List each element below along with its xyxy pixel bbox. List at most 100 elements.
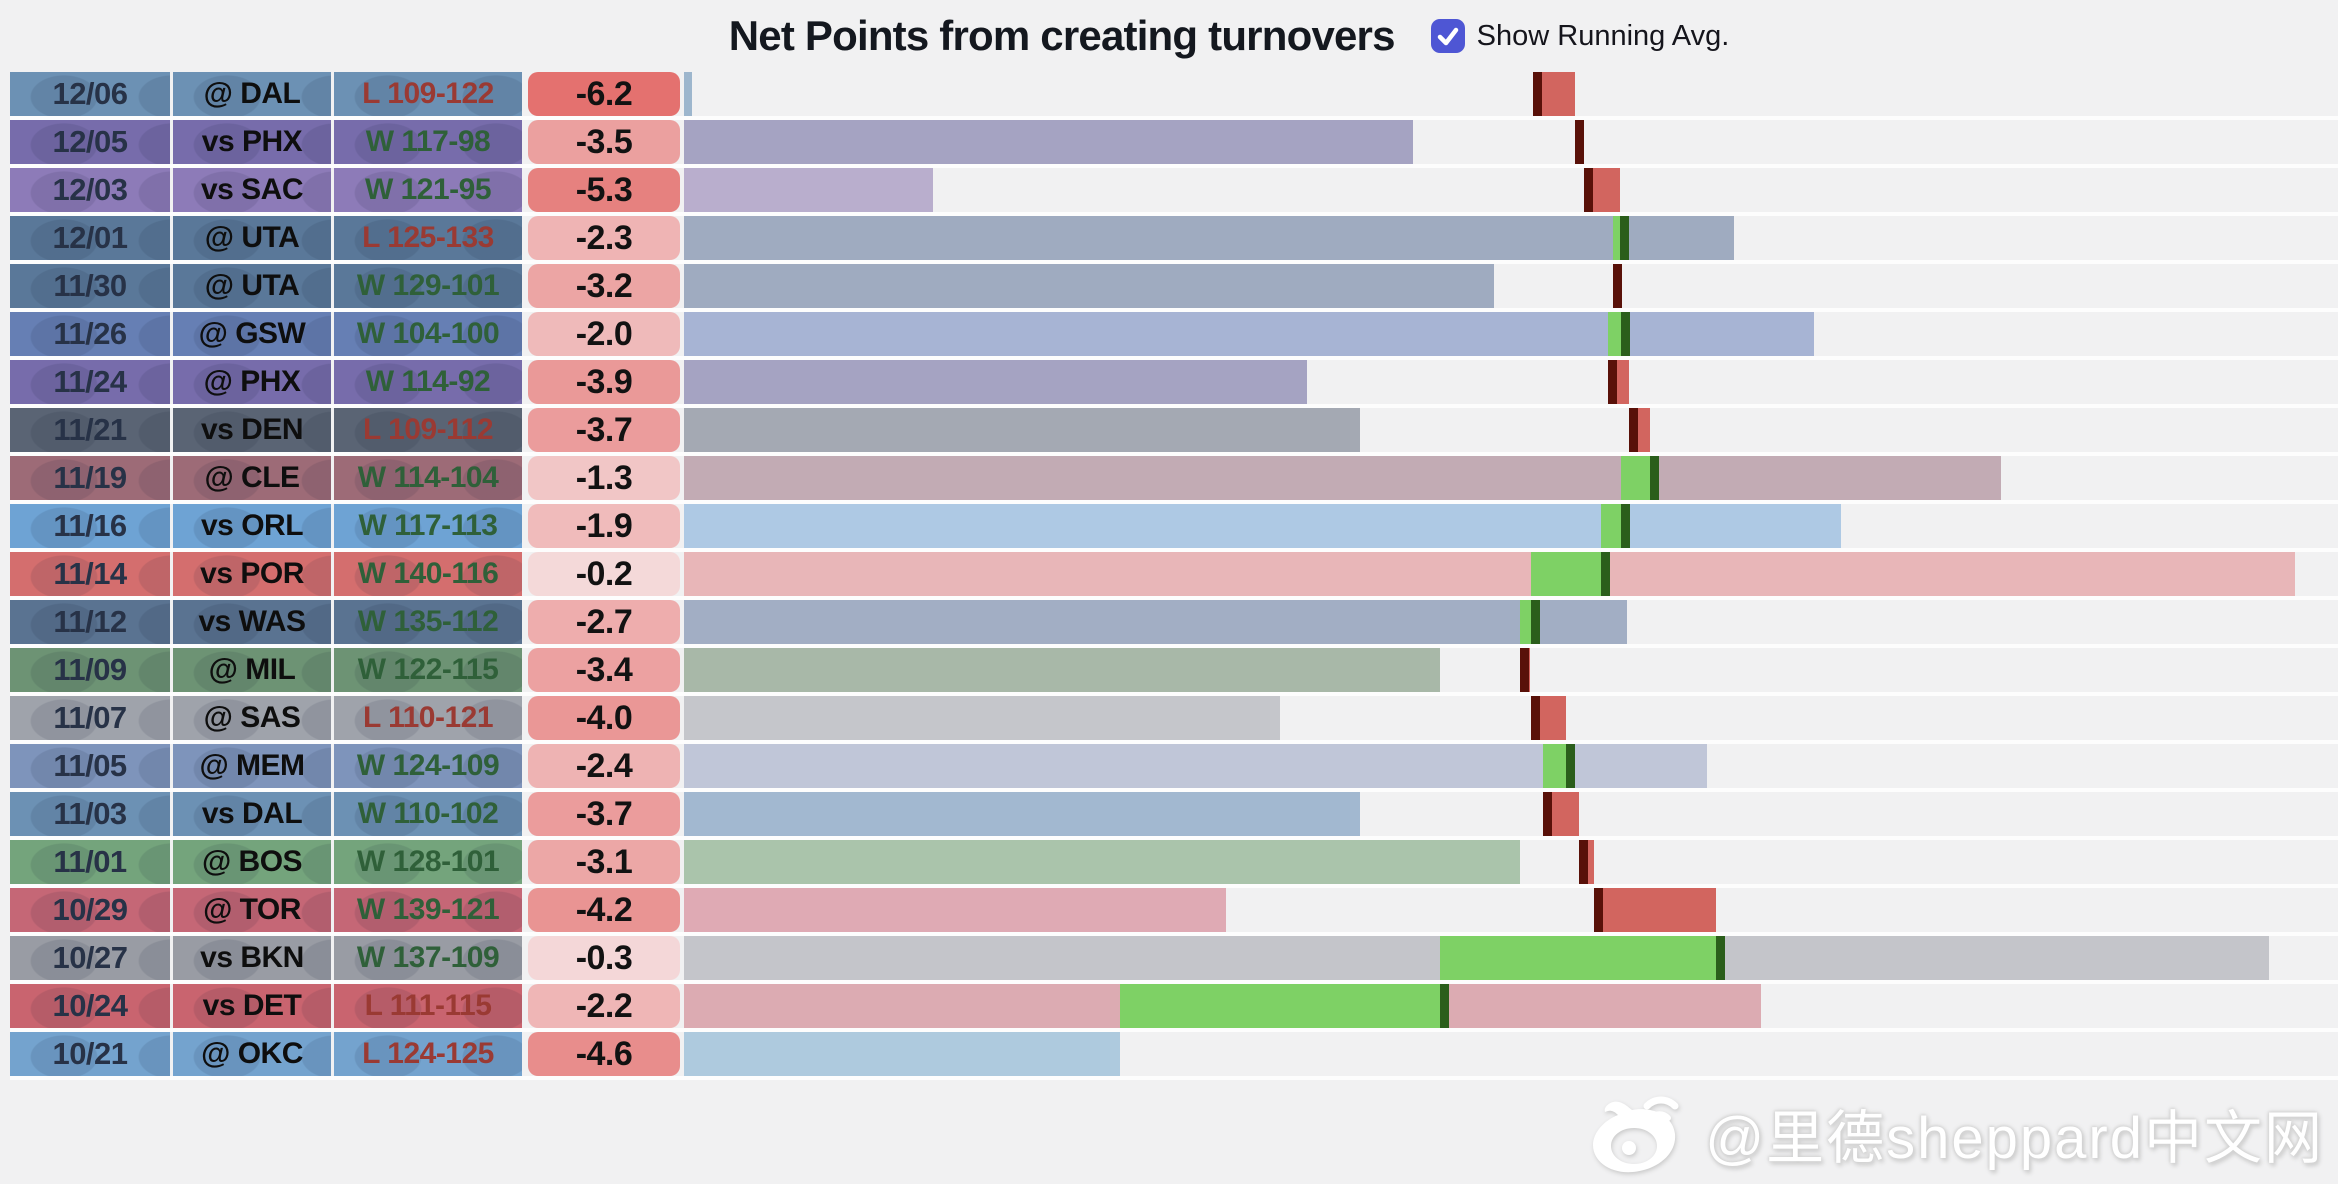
running-avg-tick — [1613, 264, 1623, 308]
net-points-bar-was — [684, 600, 1628, 644]
game-date: 11/01 — [10, 840, 170, 884]
game-row-10-24: 10/24 vs DET L 111-115 -2.2 — [10, 984, 2338, 1032]
bar-track — [684, 984, 2338, 1028]
game-row-10-21: 10/21 @ OKC L 124-125 -4.6 — [10, 1032, 2338, 1080]
game-result-win: W 139-121 — [334, 888, 522, 932]
game-result-loss: L 125-133 — [334, 216, 522, 260]
game-opponent: @ UTA — [173, 264, 331, 308]
net-points-value: -3.5 — [528, 120, 680, 164]
game-opponent: vs BKN — [173, 936, 331, 980]
chart-header: Net Points from creating turnovers Show … — [0, 0, 2338, 72]
running-avg-tick — [1620, 504, 1630, 548]
game-row-11-03: 11/03 vs DAL W 110-102 -3.7 — [10, 792, 2338, 840]
game-result-win: W 135-112 — [334, 600, 522, 644]
net-points-bar-por — [684, 552, 2296, 596]
game-row-11-26: 11/26 @ GSW W 104-100 -2.0 — [10, 312, 2338, 360]
net-points-bar-okc — [684, 1032, 1120, 1076]
game-row-10-29: 10/29 @ TOR W 139-121 -4.2 — [10, 888, 2338, 936]
game-result-win: W 117-98 — [334, 120, 522, 164]
game-opponent: @ OKC — [173, 1032, 331, 1076]
weibo-icon — [1593, 1096, 1679, 1173]
game-result-win: W 140-116 — [334, 552, 522, 596]
game-result-win: W 129-101 — [334, 264, 522, 308]
game-opponent: vs DEN — [173, 408, 331, 452]
net-points-bar-uta — [684, 216, 1735, 260]
bar-track — [684, 936, 2338, 980]
game-opponent: @ UTA — [173, 216, 331, 260]
net-points-bar-tor — [684, 888, 1227, 932]
game-row-11-24: 11/24 @ PHX W 114-92 -3.9 — [10, 360, 2338, 408]
net-points-bar-den — [684, 408, 1361, 452]
net-points-value: -1.3 — [528, 456, 680, 500]
game-row-10-27: 10/27 vs BKN W 137-109 -0.3 — [10, 936, 2338, 984]
watermark: @里德sheppard中文网 — [1585, 1090, 2324, 1176]
game-date: 11/03 — [10, 792, 170, 836]
running-avg-tick — [1583, 168, 1593, 212]
game-result-win: W 128-101 — [334, 840, 522, 884]
running-avg-gain-block — [1620, 456, 1650, 500]
game-date: 10/21 — [10, 1032, 170, 1076]
net-points-value: -5.3 — [528, 168, 680, 212]
bar-track — [684, 456, 2338, 500]
net-points-value: -6.2 — [528, 72, 680, 116]
game-opponent: vs POR — [173, 552, 331, 596]
game-result-win: W 117-113 — [334, 504, 522, 548]
running-avg-tick — [1593, 888, 1603, 932]
net-points-value: -3.9 — [528, 360, 680, 404]
running-avg-drop-block — [1593, 888, 1717, 932]
running-avg-tick — [1566, 744, 1576, 788]
checkbox-checked-icon[interactable] — [1430, 19, 1465, 53]
running-avg-gain-block — [1613, 216, 1620, 260]
game-date: 10/29 — [10, 888, 170, 932]
game-opponent: @ BOS — [173, 840, 331, 884]
game-row-12-01: 12/01 @ UTA L 125-133 -2.3 — [10, 216, 2338, 264]
running-avg-tick — [1579, 840, 1589, 884]
net-points-value: -2.7 — [528, 600, 680, 644]
game-opponent: vs DET — [173, 984, 331, 1028]
net-points-value: -3.4 — [528, 648, 680, 692]
bar-track — [684, 552, 2338, 596]
running-avg-tick — [1600, 552, 1610, 596]
net-points-bar-bos — [684, 840, 1521, 884]
game-result-loss: L 124-125 — [334, 1032, 522, 1076]
game-opponent: @ DAL — [173, 72, 331, 116]
game-opponent: vs PHX — [173, 120, 331, 164]
running-avg-tick — [1530, 696, 1540, 740]
game-date: 10/27 — [10, 936, 170, 980]
watermark-text: @里德sheppard中文网 — [1705, 1106, 2324, 1171]
running-avg-gain-block — [1600, 504, 1621, 548]
game-date: 11/07 — [10, 696, 170, 740]
running-avg-tick — [1542, 792, 1552, 836]
game-result-win: W 121-95 — [334, 168, 522, 212]
game-date: 11/19 — [10, 456, 170, 500]
running-avg-gain-block — [1531, 552, 1601, 596]
bar-track — [684, 312, 2338, 356]
game-row-11-09: 11/09 @ MIL W 122-115 -3.4 — [10, 648, 2338, 696]
running-avg-toggle[interactable]: Show Running Avg. — [1430, 19, 1729, 53]
running-avg-gain-block — [1119, 984, 1441, 1028]
net-points-bar-dal — [684, 72, 693, 116]
bar-track — [684, 168, 2338, 212]
game-date: 11/21 — [10, 408, 170, 452]
running-avg-gain-block — [1542, 744, 1567, 788]
bar-track — [684, 744, 2338, 788]
game-result-win: W 104-100 — [334, 312, 522, 356]
running-avg-gain-block — [1440, 936, 1717, 980]
game-date: 10/24 — [10, 984, 170, 1028]
game-row-11-19: 11/19 @ CLE W 114-104 -1.3 — [10, 456, 2338, 504]
bar-track — [684, 888, 2338, 932]
game-opponent: @ PHX — [173, 360, 331, 404]
game-row-12-05: 12/05 vs PHX W 117-98 -3.5 — [10, 120, 2338, 168]
game-row-11-07: 11/07 @ SAS L 110-121 -4.0 — [10, 696, 2338, 744]
running-avg-tick — [1649, 456, 1659, 500]
net-points-bar-orl — [684, 504, 1841, 548]
net-points-bar-dal — [684, 792, 1361, 836]
game-date: 11/24 — [10, 360, 170, 404]
bar-track — [684, 792, 2338, 836]
net-points-value: -3.1 — [528, 840, 680, 884]
game-row-12-03: 12/03 vs SAC W 121-95 -5.3 — [10, 168, 2338, 216]
game-date: 12/03 — [10, 168, 170, 212]
page-title: Net Points from creating turnovers — [728, 12, 1396, 59]
game-date: 11/30 — [10, 264, 170, 308]
bar-track — [684, 1032, 2338, 1076]
